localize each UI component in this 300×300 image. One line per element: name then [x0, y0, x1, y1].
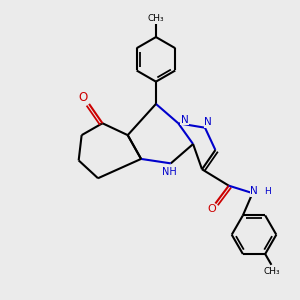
Text: N: N — [250, 186, 258, 196]
Text: NH: NH — [162, 167, 177, 177]
Text: O: O — [207, 204, 216, 214]
Text: O: O — [79, 91, 88, 104]
Text: CH₃: CH₃ — [148, 14, 164, 23]
Text: CH₃: CH₃ — [263, 267, 280, 276]
Text: H: H — [265, 187, 272, 196]
Text: N: N — [181, 115, 189, 125]
Text: N: N — [204, 117, 212, 128]
